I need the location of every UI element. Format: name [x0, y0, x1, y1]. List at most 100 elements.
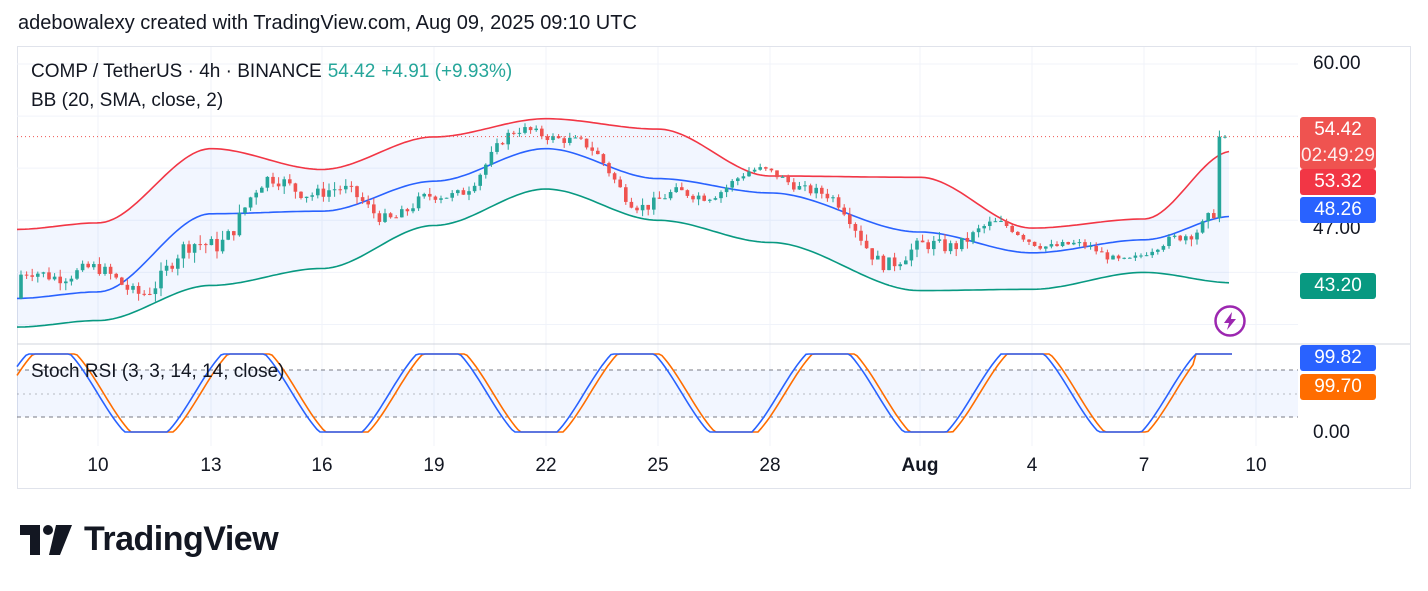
candle-body [187, 244, 191, 252]
candle-body [1134, 256, 1138, 258]
candle-body [898, 264, 902, 266]
candle-body [81, 264, 85, 270]
candle-body [1066, 242, 1070, 244]
candle-body [624, 187, 628, 202]
candle-body [736, 178, 740, 181]
candle-body [434, 197, 438, 200]
candle-body [540, 129, 544, 137]
x-tick-label: 10 [78, 455, 118, 477]
candle-body [1167, 237, 1171, 246]
candle-body [876, 256, 880, 260]
candle-body [1184, 236, 1188, 240]
candle-body [1117, 256, 1121, 259]
candle-body [1078, 242, 1082, 243]
candle-body [103, 267, 107, 274]
candle-body [439, 198, 443, 200]
candle-body [831, 197, 835, 198]
candle-body [730, 181, 734, 188]
candle-body [389, 213, 393, 217]
tradingview-logo-icon [20, 525, 72, 555]
candle-body [792, 182, 796, 189]
candle-body [277, 184, 281, 187]
candle-body [501, 143, 505, 144]
candle-body [758, 167, 762, 170]
candle-body [254, 193, 258, 198]
x-tick-label: 28 [750, 455, 790, 477]
candle-body [786, 177, 790, 182]
candle-body [131, 286, 135, 290]
candle-body [366, 201, 370, 204]
candle-body [697, 196, 701, 200]
candle-body [646, 205, 650, 210]
candle-body [1173, 236, 1177, 237]
stoch-k-tag: 99.82 [1300, 345, 1376, 371]
change-label: +4.91 (+9.93%) [381, 61, 512, 82]
candle-body [954, 243, 958, 249]
candle-body [75, 270, 79, 278]
candle-body [949, 243, 953, 251]
candle-body [506, 133, 510, 144]
candle-body [1178, 236, 1182, 241]
x-tick-label: 7 [1124, 455, 1164, 477]
stoch-legend: Stoch RSI (3, 3, 14, 14, close) [31, 361, 284, 383]
candle-body [64, 281, 68, 283]
candle-body [966, 238, 970, 242]
candle-body [1044, 247, 1048, 249]
candle-body [450, 193, 454, 198]
candle-body [109, 267, 113, 274]
candle-body [338, 189, 342, 190]
last-price-tag-value: 54.42 [1300, 117, 1376, 143]
candle-body [299, 192, 303, 198]
last-price-label: 54.42 [328, 61, 376, 82]
candle-body [243, 208, 247, 213]
x-tick-label: 25 [638, 455, 678, 477]
candle-body [294, 183, 298, 191]
candle-body [999, 221, 1003, 222]
candle-body [915, 241, 919, 250]
tradingview-logo[interactable]: TradingView [20, 520, 278, 559]
x-tick-label: Aug [900, 455, 940, 477]
candle-body [702, 196, 706, 201]
candle-body [932, 241, 936, 249]
candle-body [170, 266, 174, 269]
candle-body [770, 169, 774, 171]
candle-body [142, 294, 146, 295]
lightning-icon[interactable] [1214, 305, 1246, 337]
candle-body [590, 147, 594, 150]
candle-body [394, 217, 398, 218]
candle-body [1218, 137, 1222, 218]
candle-body [686, 190, 690, 196]
candle-body [462, 190, 466, 195]
candle-body [445, 198, 449, 199]
candle-body [1156, 250, 1160, 252]
countdown-tag-value: 02:49:29 [1300, 143, 1376, 169]
candle-body [260, 188, 264, 193]
candle-body [518, 133, 522, 134]
candle-body [221, 240, 225, 252]
x-tick-label: 13 [191, 455, 231, 477]
candle-body [809, 185, 813, 193]
candle-body [943, 239, 947, 251]
candle-body [193, 244, 197, 253]
candle-body [148, 294, 152, 295]
candle-body [1195, 233, 1199, 240]
candle-body [523, 127, 527, 133]
candle-body [154, 288, 158, 294]
candle-body [630, 202, 634, 208]
candle-body [1106, 252, 1110, 259]
candle-body [882, 256, 886, 270]
candle-body [361, 197, 365, 201]
candle-body [708, 200, 712, 201]
bb-lower-tag: 43.20 [1300, 273, 1376, 299]
candle-body [669, 192, 673, 198]
candle-body [36, 274, 40, 277]
candle-body [1027, 240, 1031, 242]
candle-body [25, 275, 29, 276]
bb-basis-tag: 48.26 [1300, 197, 1376, 223]
candle-body [994, 221, 998, 222]
candle-body [910, 250, 914, 261]
candle-body [400, 209, 404, 217]
candle-body [120, 278, 124, 285]
candle-body [534, 129, 538, 130]
